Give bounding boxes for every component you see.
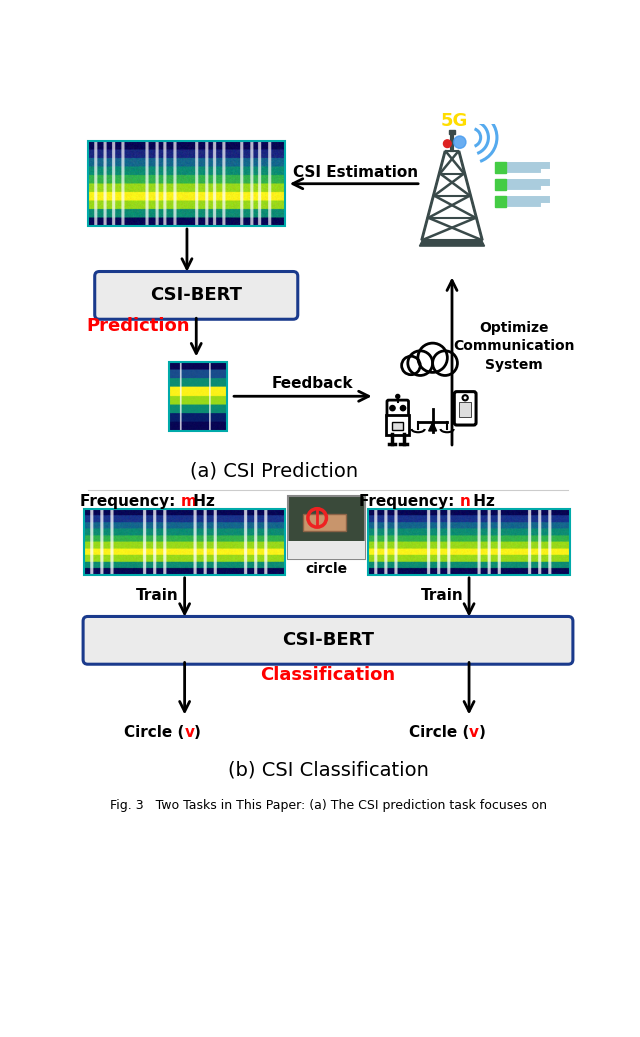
Polygon shape — [421, 151, 446, 240]
Text: Feedback: Feedback — [272, 376, 353, 391]
Text: Circle (: Circle ( — [409, 725, 469, 740]
Text: Train: Train — [420, 588, 463, 604]
Text: Fig. 3   Two Tasks in This Paper: (a) The CSI prediction task focuses on: Fig. 3 Two Tasks in This Paper: (a) The … — [109, 800, 547, 812]
Bar — [288, 497, 365, 560]
Text: Hz: Hz — [467, 495, 494, 509]
Bar — [88, 141, 285, 226]
Circle shape — [396, 394, 400, 398]
Text: m: m — [180, 495, 196, 509]
FancyBboxPatch shape — [83, 616, 573, 665]
Circle shape — [444, 140, 451, 147]
Circle shape — [454, 136, 466, 148]
Polygon shape — [419, 240, 484, 246]
Text: 5G: 5G — [440, 112, 468, 130]
Circle shape — [401, 405, 406, 411]
Bar — [84, 509, 285, 574]
Text: Optimize
Communication
System: Optimize Communication System — [453, 320, 575, 371]
Text: Train: Train — [136, 588, 179, 604]
Text: v: v — [469, 725, 479, 740]
Bar — [288, 540, 365, 560]
Text: circle: circle — [305, 562, 348, 576]
Polygon shape — [449, 130, 455, 135]
Circle shape — [402, 357, 420, 374]
Bar — [169, 362, 227, 431]
Text: Classification: Classification — [260, 666, 396, 684]
Circle shape — [433, 351, 458, 375]
Bar — [495, 179, 506, 190]
Circle shape — [408, 351, 433, 375]
Polygon shape — [458, 151, 483, 240]
Bar — [303, 514, 346, 531]
Polygon shape — [429, 422, 436, 431]
Bar — [459, 401, 472, 417]
Bar — [495, 196, 506, 206]
FancyBboxPatch shape — [454, 392, 476, 425]
Text: CSI-BERT: CSI-BERT — [282, 632, 374, 649]
FancyBboxPatch shape — [95, 272, 298, 319]
Bar — [392, 422, 403, 429]
Text: (b) CSI Classification: (b) CSI Classification — [228, 760, 428, 779]
Circle shape — [418, 343, 447, 372]
Text: Frequency:: Frequency: — [80, 495, 180, 509]
Text: Frequency:: Frequency: — [359, 495, 460, 509]
Bar — [495, 162, 506, 173]
Text: Prediction: Prediction — [86, 317, 190, 335]
Text: CSI Estimation: CSI Estimation — [292, 165, 418, 179]
Text: CSI-BERT: CSI-BERT — [150, 286, 243, 305]
Text: ): ) — [194, 725, 201, 740]
FancyBboxPatch shape — [387, 400, 408, 418]
Text: Hz: Hz — [189, 495, 216, 509]
Text: n: n — [460, 495, 470, 509]
FancyBboxPatch shape — [387, 415, 409, 436]
Circle shape — [390, 405, 395, 411]
Text: v: v — [184, 725, 195, 740]
Text: Circle (: Circle ( — [124, 725, 184, 740]
Text: (a) CSI Prediction: (a) CSI Prediction — [189, 461, 358, 480]
Text: ): ) — [478, 725, 485, 740]
Bar — [368, 509, 570, 574]
